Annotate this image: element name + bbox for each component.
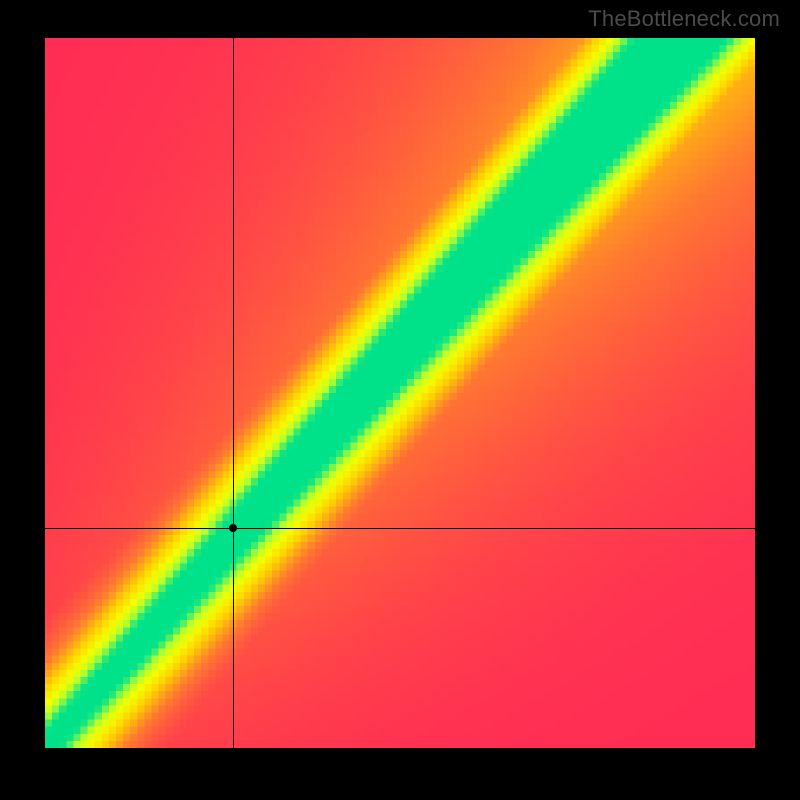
heatmap-canvas (45, 38, 755, 748)
heatmap-plot (45, 38, 755, 748)
crosshair-horizontal (45, 528, 755, 529)
watermark-text: TheBottleneck.com (588, 6, 780, 32)
figure-container: TheBottleneck.com (0, 0, 800, 800)
marker-point (229, 524, 237, 532)
crosshair-vertical (233, 38, 234, 748)
